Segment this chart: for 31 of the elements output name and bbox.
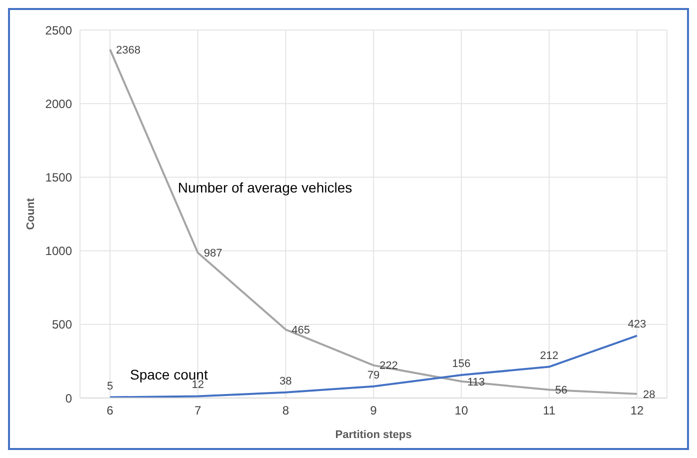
data-label: 38	[280, 375, 292, 388]
x-tick-label: 11	[542, 404, 556, 418]
data-label: 987	[204, 248, 222, 260]
x-tick-label: 10	[454, 404, 468, 418]
y-tick-label: 500	[52, 318, 72, 332]
x-tick-label: 12	[630, 404, 644, 418]
line-series	[109, 334, 638, 398]
data-label: 465	[292, 324, 310, 336]
x-axis-title: Partition steps	[335, 429, 412, 441]
y-tick-label: 2500	[45, 23, 72, 38]
data-label: 423	[628, 318, 646, 331]
data-label: 156	[452, 358, 471, 370]
data-label: 113	[467, 376, 485, 388]
x-tick-label: 9	[370, 404, 378, 418]
x-tick-label: 7	[194, 404, 202, 418]
data-label: 5	[106, 380, 114, 392]
y-axis-title: Count	[24, 198, 37, 230]
data-label: 212	[540, 350, 558, 362]
y-tick-label: 1500	[45, 170, 72, 184]
data-label: 79	[367, 369, 380, 382]
data-label: 2368	[116, 44, 140, 56]
data-label: 12	[192, 379, 204, 392]
series-label: Number of average vehicles	[178, 180, 352, 196]
y-tick-label: 2000	[45, 96, 72, 111]
data-label: 222	[380, 360, 398, 372]
y-tick-label: 1000	[45, 244, 72, 258]
x-tick-label: 6	[106, 404, 114, 418]
data-label: 56	[555, 384, 568, 397]
x-tick-label: 8	[282, 404, 290, 418]
y-tick-label: 0	[65, 391, 72, 406]
data-label: 28	[643, 388, 656, 401]
